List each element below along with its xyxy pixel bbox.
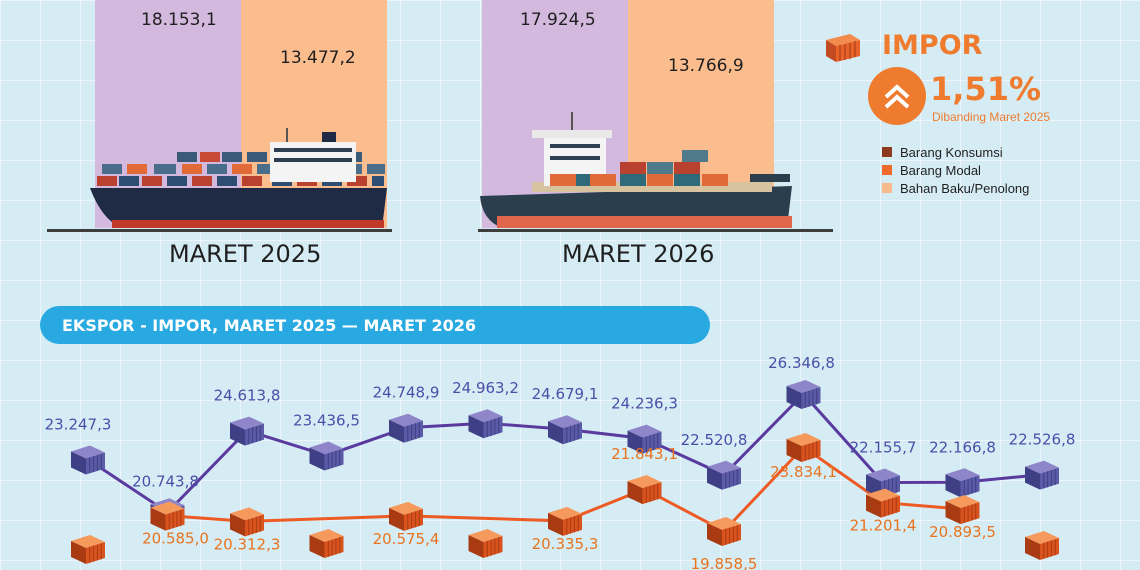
cargo-ship-2025 bbox=[90, 128, 387, 228]
period-label: MARET 2026 bbox=[562, 240, 715, 268]
banner-title: EKSPOR - IMPOR, MARET 2025 — MARET 2026 bbox=[62, 316, 477, 335]
impor-title: IMPOR bbox=[882, 30, 983, 61]
container-marker bbox=[627, 424, 662, 454]
bar-value: 17.924,5 bbox=[520, 10, 596, 30]
legend-swatch bbox=[882, 165, 892, 175]
ground-line bbox=[47, 229, 392, 232]
impor-change: 1,51% bbox=[930, 70, 1042, 108]
container-marker bbox=[707, 460, 741, 490]
chevrons-up-icon bbox=[868, 67, 926, 125]
data-label: 20.585,0 bbox=[142, 530, 209, 548]
data-label: 20.312,3 bbox=[214, 535, 281, 553]
data-label: 21.843,1 bbox=[611, 445, 678, 463]
legend-label: Barang Konsumsi bbox=[900, 144, 1003, 160]
container-marker bbox=[1025, 531, 1059, 560]
container-marker bbox=[548, 415, 582, 445]
section-banner: EKSPOR - IMPOR, MARET 2025 — MARET 2026 bbox=[40, 306, 710, 344]
data-label: 24.748,9 bbox=[373, 384, 440, 402]
data-label: 21.201,4 bbox=[850, 517, 917, 535]
container-marker bbox=[389, 413, 423, 443]
container-marker bbox=[71, 445, 105, 475]
data-label: 26.346,8 bbox=[768, 354, 835, 372]
container-marker bbox=[309, 529, 344, 558]
data-label: 24.236,3 bbox=[611, 395, 678, 413]
data-label: 20.743,8 bbox=[132, 472, 199, 490]
data-label: 23.834,1 bbox=[770, 463, 837, 481]
container-marker bbox=[786, 433, 821, 463]
cargo-ship-2026 bbox=[480, 112, 792, 228]
container-marker bbox=[230, 416, 264, 446]
data-label: 20.893,5 bbox=[929, 523, 996, 541]
bar-value: 13.766,9 bbox=[668, 56, 744, 76]
data-label: 22.166,8 bbox=[929, 438, 996, 456]
container-marker bbox=[389, 501, 423, 531]
container-marker bbox=[468, 409, 503, 439]
container-marker bbox=[468, 529, 503, 558]
container-marker bbox=[945, 468, 980, 498]
data-label: 22.526,8 bbox=[1009, 431, 1076, 449]
container-marker bbox=[1025, 460, 1059, 490]
data-label: 22.155,7 bbox=[850, 438, 917, 456]
data-label: 20.335,3 bbox=[532, 535, 599, 553]
data-label: 23.436,5 bbox=[293, 411, 360, 429]
ground-line bbox=[478, 229, 833, 232]
legend-item: Bahan Baku/Penolong bbox=[882, 179, 1029, 197]
period-label: MARET 2025 bbox=[169, 240, 322, 268]
container-marker bbox=[945, 495, 980, 525]
legend: Barang Konsumsi Barang Modal Bahan Baku/… bbox=[882, 143, 1029, 197]
legend-label: Barang Modal bbox=[900, 162, 981, 178]
container-marker bbox=[548, 506, 582, 536]
legend-swatch bbox=[882, 183, 892, 193]
container-marker bbox=[786, 380, 821, 409]
data-label: 20.575,4 bbox=[373, 530, 440, 548]
container-marker bbox=[230, 507, 264, 537]
legend-item: Barang Konsumsi bbox=[882, 143, 1029, 161]
container-icon bbox=[826, 34, 860, 62]
container-marker bbox=[627, 475, 662, 505]
data-label: 24.613,8 bbox=[214, 387, 281, 405]
container-marker bbox=[309, 441, 344, 471]
legend-item: Barang Modal bbox=[882, 161, 1029, 179]
legend-label: Bahan Baku/Penolong bbox=[900, 180, 1030, 196]
impor-comparison: Dibanding Maret 2025 bbox=[932, 110, 1051, 124]
bar-value: 13.477,2 bbox=[280, 48, 356, 68]
container-marker bbox=[71, 535, 105, 564]
container-marker bbox=[707, 517, 741, 546]
data-label: 22.520,8 bbox=[681, 431, 748, 449]
data-label: 24.963,2 bbox=[452, 379, 519, 397]
data-label: 23.247,3 bbox=[45, 415, 112, 433]
data-label: 24.679,1 bbox=[532, 385, 599, 403]
bar-value: 18.153,1 bbox=[141, 10, 217, 30]
container-marker bbox=[866, 488, 900, 518]
container-marker bbox=[150, 501, 185, 531]
legend-swatch bbox=[882, 147, 892, 157]
data-label: 19.858,5 bbox=[691, 555, 758, 570]
